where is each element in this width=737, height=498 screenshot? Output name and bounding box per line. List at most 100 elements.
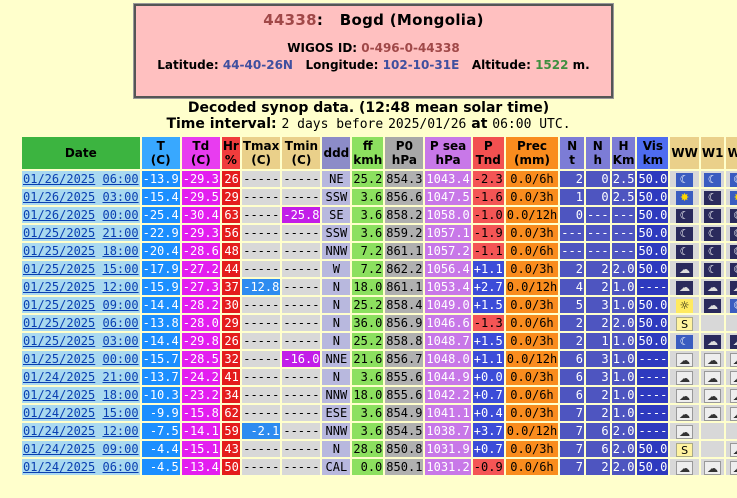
cell-hr: 34 xyxy=(221,387,240,403)
cell-td: -28.2 xyxy=(181,297,220,313)
cell-h: 1.0 xyxy=(611,405,636,421)
cell-tmin: ----- xyxy=(282,171,321,187)
time-link[interactable]: 21:00 xyxy=(102,370,139,384)
cell-tmin: ----- xyxy=(282,315,321,331)
column-header-p0: P0 hPa xyxy=(385,137,424,169)
cell-prec: 0.0/12h xyxy=(505,351,559,367)
cell-w1: ☁ xyxy=(700,387,725,403)
date-link[interactable]: 01/24/2025 xyxy=(23,460,96,474)
column-header-vis: Vis km xyxy=(637,137,669,169)
time-link[interactable]: 09:00 xyxy=(102,298,139,312)
cell-w2 xyxy=(726,423,737,439)
cell-vis: 50.0 xyxy=(637,261,669,277)
cell-t: -7.5 xyxy=(141,423,180,439)
time-link[interactable]: 03:00 xyxy=(102,190,139,204)
cell-tmax: -12.8 xyxy=(241,279,281,295)
time-link[interactable]: 06:00 xyxy=(102,460,139,474)
date-link[interactable]: 01/25/2025 xyxy=(23,298,96,312)
cell-prec: 0.0/3h xyxy=(505,333,559,349)
time-link[interactable]: 12:00 xyxy=(102,424,139,438)
date-link[interactable]: 01/25/2025 xyxy=(23,352,96,366)
cell-nh: 3 xyxy=(585,351,610,367)
cell-w2: ✸ xyxy=(726,189,737,205)
cell-w2: ☁ xyxy=(726,279,737,295)
table-row: 01/25/2025 12:00 -15.9 -27.3 37 -12.8 ----- N 1… xyxy=(22,279,737,295)
cell-w2: ☾ xyxy=(726,297,737,313)
wigos-label: WIGOS ID: xyxy=(287,41,358,55)
date-link[interactable]: 01/24/2025 xyxy=(23,424,96,438)
table-row: 01/25/2025 18:00 -20.4 -28.6 48 ----- ----- NN… xyxy=(22,243,737,259)
cell-psea: 1043.4 xyxy=(425,171,471,187)
time-link[interactable]: 12:00 xyxy=(102,280,139,294)
cell-hr: 50 xyxy=(221,459,240,475)
cell-tmax: ----- xyxy=(241,261,281,277)
overcast-icon: ☁ xyxy=(729,442,737,457)
cell-prec: 0.0/3h xyxy=(505,261,559,277)
cell-ff: 3.6 xyxy=(352,189,384,205)
cell-n: 2 xyxy=(560,261,584,277)
time-link[interactable]: 09:00 xyxy=(102,442,139,456)
cell-n: --- xyxy=(560,225,584,241)
time-link[interactable]: 21:00 xyxy=(102,226,139,240)
cell-ddd: W xyxy=(322,261,351,277)
table-row: 01/26/2025 03:00 -15.4 -29.5 29 ----- ----- SS… xyxy=(22,189,737,205)
date-link[interactable]: 01/24/2025 xyxy=(23,406,96,420)
time-link[interactable]: 03:00 xyxy=(102,334,139,348)
date-link[interactable]: 01/24/2025 xyxy=(23,388,96,402)
cell-w2: ☾ xyxy=(726,261,737,277)
date-link[interactable]: 01/25/2025 xyxy=(23,280,96,294)
time-link[interactable]: 18:00 xyxy=(102,244,139,258)
cell-tmin: ----- xyxy=(282,261,321,277)
cell-vis: 50.0 xyxy=(637,459,669,475)
date-link[interactable]: 01/25/2025 xyxy=(23,244,96,258)
cell-td: -24.2 xyxy=(181,369,220,385)
time-link[interactable]: 15:00 xyxy=(102,262,139,276)
time-link[interactable]: 15:00 xyxy=(102,406,139,420)
date-cell: 01/24/2025 15:00 xyxy=(22,405,140,421)
cell-w2: ☾ xyxy=(726,225,737,241)
cell-h: --- xyxy=(611,243,636,259)
time-link[interactable]: 00:00 xyxy=(102,208,139,222)
cell-prec: 0.0/12h xyxy=(505,207,559,223)
date-cell: 01/25/2025 03:00 xyxy=(22,333,140,349)
cell-w1: ☾ xyxy=(700,225,725,241)
column-header-t: T (C) xyxy=(141,137,180,169)
cloud-icon: ☁ xyxy=(676,262,694,277)
date-link[interactable]: 01/26/2025 xyxy=(23,190,96,204)
cell-ddd: SE xyxy=(322,207,351,223)
cell-h: 1.0 xyxy=(611,387,636,403)
cell-h: 1.0 xyxy=(611,279,636,295)
table-row: 01/25/2025 21:00 -22.9 -29.3 56 ----- ----- SS… xyxy=(22,225,737,241)
date-link[interactable]: 01/26/2025 xyxy=(23,172,96,186)
cell-w1: ☾ xyxy=(700,261,725,277)
date-link[interactable]: 01/24/2025 xyxy=(23,370,96,384)
overcast-icon: ☁ xyxy=(729,406,737,421)
cell-prec: 0.0/12h xyxy=(505,279,559,295)
partly-night-icon: ☾ xyxy=(729,298,737,313)
cell-ptnd: +0.7 xyxy=(472,387,504,403)
date-link[interactable]: 01/25/2025 xyxy=(23,316,96,330)
date-cell: 01/25/2025 15:00 xyxy=(22,261,140,277)
time-link[interactable]: 00:00 xyxy=(102,352,139,366)
date-link[interactable]: 01/25/2025 xyxy=(23,262,96,276)
cell-vis: ---- xyxy=(637,387,669,403)
date-link[interactable]: 01/26/2025 xyxy=(23,208,96,222)
cell-t: -13.7 xyxy=(141,369,180,385)
cell-psea: 1049.0 xyxy=(425,297,471,313)
date-link[interactable]: 01/25/2025 xyxy=(23,226,96,240)
clear-night-icon: ☾ xyxy=(676,208,694,223)
time-link[interactable]: 06:00 xyxy=(102,316,139,330)
time-link[interactable]: 06:00 xyxy=(102,172,139,186)
longitude-value: 102-10-31E xyxy=(382,58,460,72)
station-name: Bogd (Mongolia) xyxy=(339,11,484,29)
table-row: 01/24/2025 21:00 -13.7 -24.2 41 ----- ----- N 3… xyxy=(22,369,737,385)
cell-h: 2.5 xyxy=(611,189,636,205)
date-link[interactable]: 01/25/2025 xyxy=(23,334,96,348)
interval-label: Time interval: xyxy=(166,116,277,132)
cell-t: -17.9 xyxy=(141,261,180,277)
cell-ww: ☾ xyxy=(670,243,699,259)
cell-tmin: ----- xyxy=(282,459,321,475)
date-link[interactable]: 01/24/2025 xyxy=(23,442,96,456)
time-link[interactable]: 18:00 xyxy=(102,388,139,402)
cell-ww: ☁ xyxy=(670,369,699,385)
